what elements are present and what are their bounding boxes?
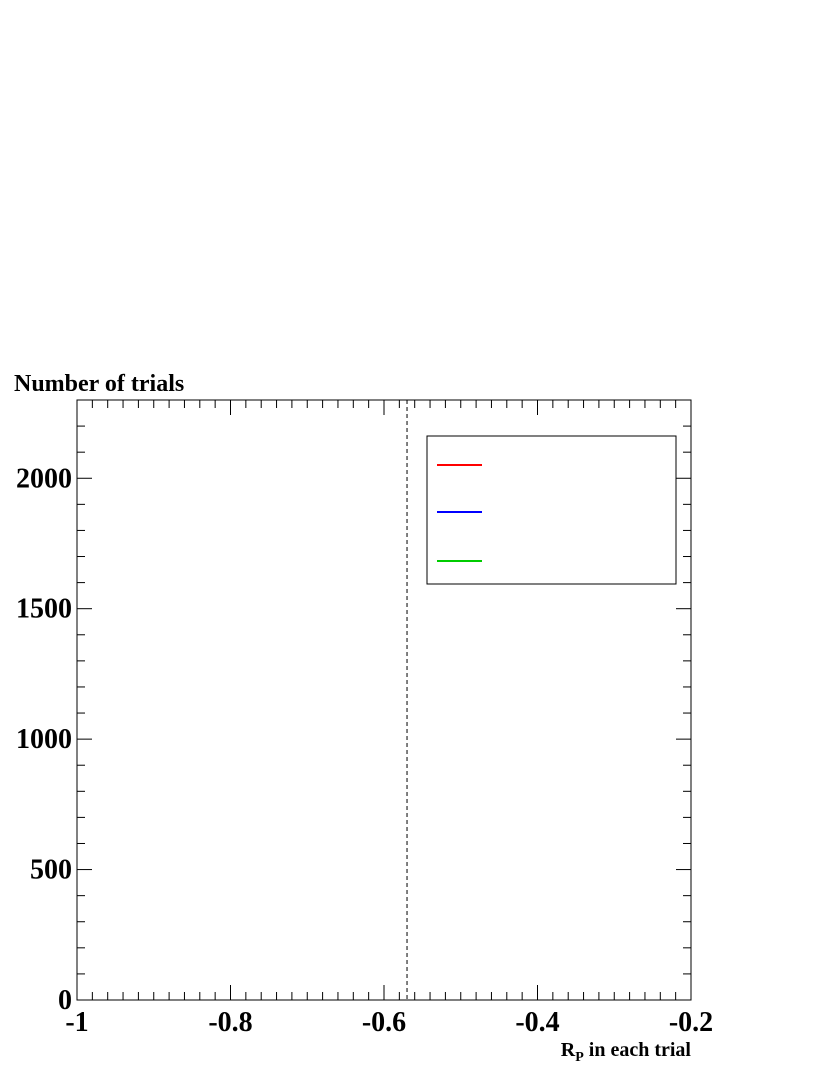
- x-tick-label: -0.4: [515, 1007, 559, 1038]
- x-axis-title-main: R: [561, 1039, 576, 1061]
- y-axis-title: Number of trials: [14, 371, 184, 397]
- y-tick-label: 1500: [16, 594, 72, 625]
- x-axis-title-subscript: P: [575, 1050, 584, 1065]
- y-tick-label: 0: [58, 985, 72, 1016]
- x-axis-title-rest: in each trial: [584, 1039, 692, 1061]
- x-tick-label: -0.6: [362, 1007, 406, 1038]
- y-tick-label: 500: [30, 855, 72, 886]
- x-tick-label: -0.8: [208, 1007, 252, 1038]
- ticks-layer: 0 500 1000 1500 2000 -1 -0.8 -0.6 -0.4 -0.2: [16, 399, 713, 1038]
- x-tick-label: -0.2: [669, 1007, 713, 1038]
- legend-box: [426, 435, 677, 585]
- legend: [426, 435, 677, 585]
- y-tick-label: 2000: [16, 463, 72, 494]
- x-tick-label: -1: [65, 1007, 88, 1038]
- x-axis-title: RP in each trial: [561, 1039, 692, 1065]
- y-tick-label: 1000: [16, 724, 72, 755]
